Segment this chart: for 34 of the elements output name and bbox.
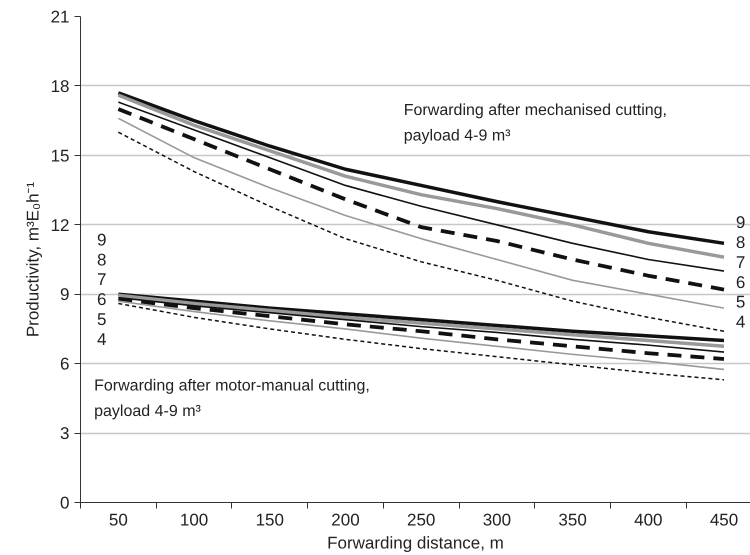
x-tick-label: 150 xyxy=(256,510,284,530)
series-label: 8 xyxy=(96,250,106,270)
series-label: 6 xyxy=(96,290,106,310)
series-label: 7 xyxy=(736,252,746,272)
text: 9 xyxy=(96,230,106,250)
y-axis-title: Productivity, m³E₀h⁻¹ xyxy=(24,181,43,338)
series-label: 5 xyxy=(96,310,106,330)
x-tick-label: 50 xyxy=(108,510,128,530)
x-tick-label: 350 xyxy=(558,510,587,530)
x-tick-label: 200 xyxy=(331,510,360,530)
series-label: 4 xyxy=(736,312,746,332)
y-tick-label: 21 xyxy=(50,8,70,26)
x-tick-label: 100 xyxy=(180,510,208,530)
annotation: Forwarding after motor-manual cutting, payload 4-9 m³ xyxy=(94,378,370,420)
y-tick-label: 18 xyxy=(50,76,70,96)
y-tick-label: 15 xyxy=(50,146,70,166)
y-tick-label: 3 xyxy=(60,424,70,444)
x-tick-label: 300 xyxy=(482,510,512,530)
annotation: Forwarding after mechanised cutting, payload 4-9 m³ xyxy=(404,102,668,145)
y-tick-label: 9 xyxy=(60,285,70,304)
series-label: 9 xyxy=(736,213,746,232)
series-label: 5 xyxy=(736,292,746,312)
x-tick-label: 450 xyxy=(710,510,738,530)
y-tick-label: 12 xyxy=(50,216,70,235)
series-label: 4 xyxy=(96,330,106,349)
y-tick-label: 6 xyxy=(60,354,70,374)
series-label: 8 xyxy=(736,232,746,252)
line-series xyxy=(118,300,725,370)
series-label: 6 xyxy=(736,272,746,292)
x-tick-label: 250 xyxy=(406,510,436,530)
x-tick-label: 400 xyxy=(634,510,662,530)
y-tick-label: 0 xyxy=(60,494,70,512)
series-label: 7 xyxy=(96,270,106,290)
x-axis-title: Forwarding distance, m xyxy=(327,534,504,552)
